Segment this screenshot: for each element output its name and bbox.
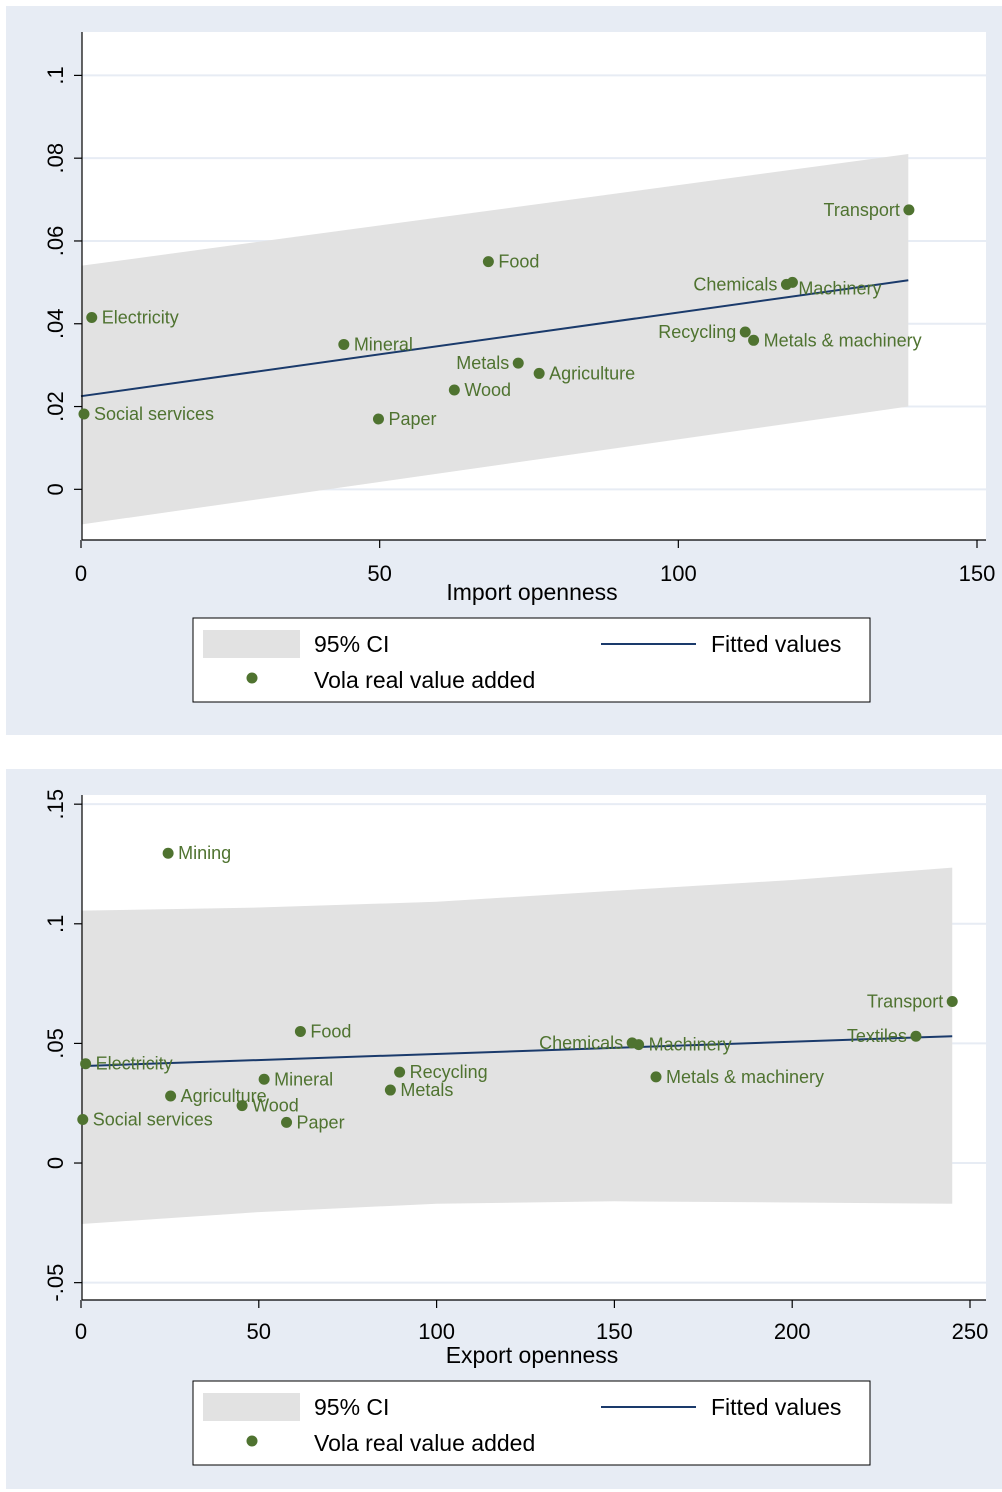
x-tick-label-0: 0 bbox=[75, 1319, 87, 1344]
data-point-label: Metals bbox=[400, 1080, 453, 1100]
legend-fitted-label: Fitted values bbox=[711, 631, 841, 657]
ci-band bbox=[81, 867, 953, 1225]
legend-scatter-swatch bbox=[246, 672, 258, 684]
legend-ci-swatch bbox=[203, 630, 300, 658]
data-point bbox=[80, 1058, 92, 1070]
x-axis-title: Import openness bbox=[446, 579, 617, 605]
data-point-label: Wood bbox=[252, 1096, 299, 1116]
data-point-label: Electricity bbox=[102, 308, 179, 328]
data-point-label: Paper bbox=[297, 1112, 345, 1132]
legend-ci-label: 95% CI bbox=[314, 1394, 389, 1420]
x-tick-label-2: 100 bbox=[418, 1319, 455, 1344]
data-point bbox=[372, 413, 384, 425]
data-point-label: Metals bbox=[456, 353, 509, 373]
y-tick-label-4: .15 bbox=[43, 789, 68, 820]
x-tick-label-4: 200 bbox=[774, 1319, 811, 1344]
data-point-label: Textiles bbox=[847, 1026, 907, 1046]
legend-ci-label: 95% CI bbox=[314, 631, 389, 657]
data-point-label: Chemicals bbox=[693, 274, 777, 294]
data-point-label: Food bbox=[310, 1021, 351, 1041]
data-point bbox=[512, 357, 524, 369]
x-tick-label-1: 50 bbox=[247, 1319, 271, 1344]
legend-ci-swatch bbox=[203, 1393, 300, 1421]
data-point bbox=[162, 847, 174, 859]
data-point bbox=[86, 312, 98, 324]
y-tick-label-4: .08 bbox=[43, 143, 68, 174]
data-point bbox=[165, 1090, 177, 1102]
data-point bbox=[910, 1030, 922, 1042]
data-point-label: Mineral bbox=[354, 334, 413, 354]
y-tick-label-3: .06 bbox=[43, 226, 68, 257]
data-point-label: Wood bbox=[464, 380, 511, 400]
ci-band bbox=[81, 154, 909, 525]
legend-fitted-label: Fitted values bbox=[711, 1394, 841, 1420]
fitted-line bbox=[80, 1035, 953, 1068]
data-point bbox=[236, 1100, 248, 1112]
x-tick-label-1: 50 bbox=[367, 561, 391, 586]
data-point-label: Recycling bbox=[658, 322, 736, 342]
y-tick-label-3: .1 bbox=[43, 915, 68, 933]
data-point bbox=[258, 1073, 270, 1085]
data-point bbox=[294, 1025, 306, 1037]
legend-scatter-swatch bbox=[246, 1435, 258, 1447]
y-tick-label-1: 0 bbox=[43, 1157, 68, 1169]
x-tick-label-3: 150 bbox=[959, 561, 996, 586]
data-point bbox=[946, 996, 958, 1008]
legend-scatter-label: Vola real value added bbox=[314, 1430, 535, 1456]
data-point bbox=[650, 1071, 662, 1083]
data-point bbox=[633, 1039, 645, 1051]
x-tick-label-2: 100 bbox=[660, 561, 697, 586]
data-point-label: Machinery bbox=[798, 278, 881, 298]
data-point-label: Metals & machinery bbox=[764, 330, 922, 350]
data-point-label: Mining bbox=[178, 843, 231, 863]
data-point bbox=[394, 1066, 406, 1078]
data-point-label: Chemicals bbox=[539, 1033, 623, 1053]
data-point-label: Recycling bbox=[410, 1062, 488, 1082]
data-point bbox=[78, 408, 90, 420]
export-openness-chart: -.05 0 .05 .1 .15 0 50 100 150 200 250 Export openn… bbox=[43, 789, 989, 1466]
data-point-label: Social services bbox=[94, 404, 214, 424]
data-point-label: Transport bbox=[824, 200, 900, 220]
data-point bbox=[338, 338, 350, 350]
data-point bbox=[77, 1113, 89, 1125]
data-point-label: Paper bbox=[388, 409, 436, 429]
data-point-label: Machinery bbox=[649, 1035, 732, 1055]
legend-scatter-label: Vola real value added bbox=[314, 667, 535, 693]
fitted-line bbox=[80, 279, 909, 398]
data-point bbox=[533, 367, 545, 379]
x-tick-label-3: 150 bbox=[596, 1319, 633, 1344]
data-point-label: Metals & machinery bbox=[666, 1067, 824, 1087]
chart-panel-import: 0 .02 .04 .06 .08 .1 0 50 100 150 Import openness E… bbox=[6, 6, 1002, 735]
data-point bbox=[786, 276, 798, 288]
y-tick-label-1: .02 bbox=[43, 391, 68, 422]
y-tick-label-2: .05 bbox=[43, 1028, 68, 1059]
data-point bbox=[384, 1084, 396, 1096]
x-axis-title: Export openness bbox=[446, 1342, 619, 1368]
data-point bbox=[482, 256, 494, 268]
data-point bbox=[739, 326, 751, 338]
data-point-label: Food bbox=[498, 252, 539, 272]
data-point-label: Mineral bbox=[274, 1069, 333, 1089]
data-point bbox=[748, 334, 760, 346]
data-point-label: Electricity bbox=[96, 1054, 173, 1074]
legend-box bbox=[192, 1380, 871, 1466]
data-point-label: Transport bbox=[867, 992, 943, 1012]
legend-box bbox=[192, 617, 871, 703]
data-point-label: Agriculture bbox=[549, 363, 635, 383]
data-point bbox=[903, 204, 915, 216]
y-tick-label-2: .04 bbox=[43, 308, 68, 339]
x-tick-label-5: 250 bbox=[952, 1319, 989, 1344]
y-tick-label-5: .1 bbox=[43, 66, 68, 84]
y-tick-label-0: 0 bbox=[43, 483, 68, 495]
x-tick-label-0: 0 bbox=[75, 561, 87, 586]
import-openness-chart: 0 .02 .04 .06 .08 .1 0 50 100 150 Import openness E… bbox=[43, 32, 996, 703]
data-point bbox=[448, 384, 460, 396]
chart-panel-export: -.05 0 .05 .1 .15 0 50 100 150 200 250 Export openn… bbox=[6, 769, 1002, 1489]
y-tick-label-0: -.05 bbox=[43, 1264, 68, 1302]
data-point-label: Social services bbox=[93, 1109, 213, 1129]
data-point bbox=[281, 1116, 293, 1128]
